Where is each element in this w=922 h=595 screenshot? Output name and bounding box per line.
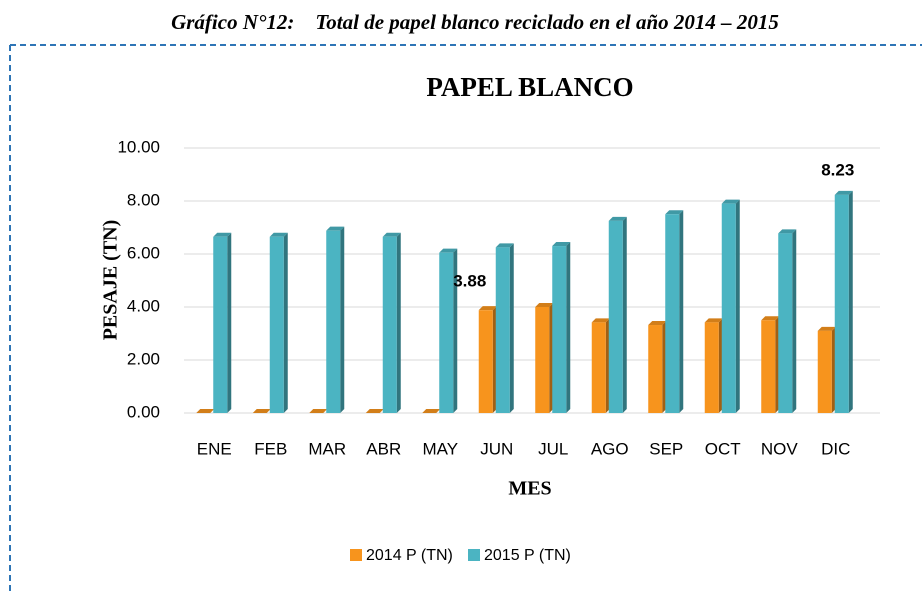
bar-top bbox=[721, 199, 740, 204]
bar bbox=[608, 220, 623, 413]
x-tick-label: OCT bbox=[705, 439, 741, 458]
bar bbox=[648, 325, 663, 413]
x-tick-label: ENE bbox=[197, 439, 232, 458]
y-tick-label: 6.00 bbox=[127, 243, 160, 262]
bar-top bbox=[608, 216, 627, 221]
legend-label: 2015 P (TN) bbox=[484, 547, 571, 564]
bar-top bbox=[648, 321, 667, 326]
bar-top bbox=[704, 318, 723, 323]
bar-top bbox=[834, 190, 853, 195]
bar-top bbox=[478, 306, 497, 311]
bar bbox=[778, 233, 793, 413]
legend-swatch bbox=[350, 549, 362, 561]
bar-top bbox=[309, 409, 328, 413]
bar-top bbox=[535, 303, 554, 307]
bar bbox=[552, 246, 567, 413]
bar bbox=[439, 252, 454, 413]
bar-top bbox=[365, 409, 384, 413]
bar-top bbox=[665, 210, 684, 215]
bar-top bbox=[422, 409, 441, 413]
bar bbox=[478, 310, 493, 413]
bar-side bbox=[566, 242, 571, 413]
bar-top bbox=[252, 409, 271, 413]
y-axis-label: PESAJE (TN) bbox=[100, 220, 122, 341]
bar bbox=[591, 322, 606, 413]
data-label: 8.23 bbox=[821, 160, 854, 179]
bar bbox=[495, 247, 510, 413]
x-tick-label: SEP bbox=[649, 439, 683, 458]
chart-title: PAPEL BLANCO bbox=[426, 72, 633, 102]
bar bbox=[213, 236, 228, 413]
x-tick-label: MAR bbox=[308, 439, 346, 458]
y-tick-label: 4.00 bbox=[127, 296, 160, 315]
bar-top bbox=[778, 229, 797, 234]
bar-top bbox=[439, 248, 458, 253]
bar-side bbox=[622, 216, 627, 413]
caption: Gráfico N°12: Total de papel blanco reci… bbox=[171, 10, 779, 34]
x-axis-label: MES bbox=[508, 478, 551, 500]
bar-top bbox=[213, 232, 232, 237]
x-tick-label: AGO bbox=[591, 439, 629, 458]
bar-side bbox=[735, 199, 740, 413]
y-tick-label: 0.00 bbox=[127, 402, 160, 421]
bar-side bbox=[227, 232, 232, 413]
bar-top bbox=[591, 318, 610, 323]
legend-label: 2014 P (TN) bbox=[366, 547, 453, 564]
bar bbox=[834, 194, 849, 413]
x-tick-label: JUL bbox=[538, 439, 568, 458]
y-tick-label: 10.00 bbox=[117, 137, 160, 156]
bar bbox=[665, 214, 680, 413]
bar-top bbox=[382, 232, 401, 237]
bar-top bbox=[552, 242, 571, 247]
bar-side bbox=[283, 232, 288, 413]
bar bbox=[535, 307, 550, 413]
bar-side bbox=[396, 232, 401, 413]
bar-side bbox=[509, 243, 514, 413]
bar bbox=[817, 330, 832, 413]
bar bbox=[761, 320, 776, 413]
bar-side bbox=[340, 226, 345, 413]
data-label: 3.88 bbox=[453, 272, 486, 291]
bar bbox=[704, 322, 719, 413]
bar bbox=[326, 230, 341, 413]
bar-side bbox=[453, 248, 458, 413]
y-tick-label: 2.00 bbox=[127, 349, 160, 368]
bar bbox=[382, 236, 397, 413]
bar-top bbox=[495, 243, 514, 248]
x-tick-label: MAY bbox=[422, 439, 458, 458]
bar-top bbox=[326, 226, 345, 231]
bar bbox=[269, 236, 284, 413]
bar-side bbox=[792, 229, 797, 413]
bar-top bbox=[269, 232, 288, 237]
x-tick-label: ABR bbox=[366, 439, 401, 458]
bar-top bbox=[761, 316, 780, 321]
bar-top bbox=[196, 409, 215, 413]
y-tick-label: 8.00 bbox=[127, 190, 160, 209]
bar-side bbox=[679, 210, 684, 413]
bar bbox=[721, 203, 736, 413]
x-tick-label: DIC bbox=[821, 439, 850, 458]
bar-top bbox=[817, 326, 836, 331]
x-tick-label: FEB bbox=[254, 439, 287, 458]
x-tick-label: JUN bbox=[480, 439, 513, 458]
bar-side bbox=[848, 190, 853, 413]
legend-swatch bbox=[468, 549, 480, 561]
x-tick-label: NOV bbox=[761, 439, 799, 458]
